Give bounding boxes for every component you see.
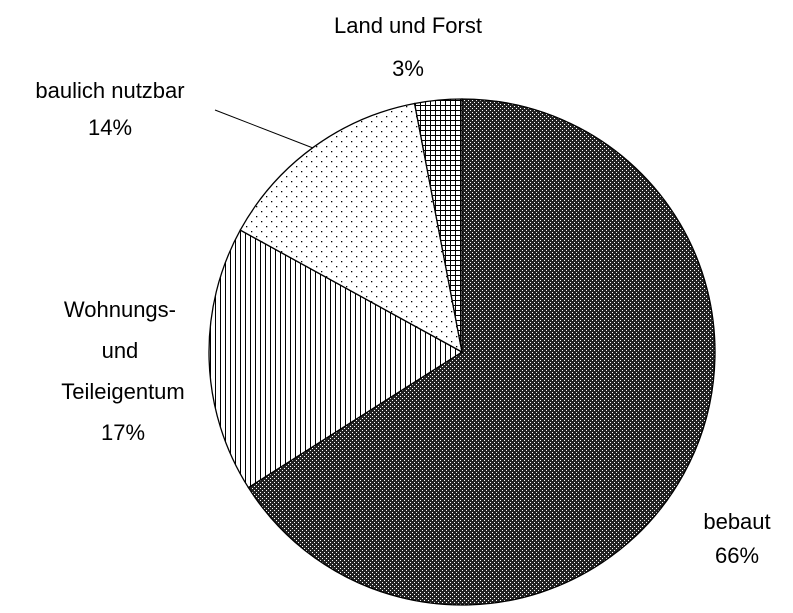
value-label: 17% — [101, 420, 145, 445]
leader-line — [214, 109, 314, 149]
value-label: 14% — [88, 115, 132, 140]
slice-label: bebaut — [703, 509, 770, 534]
slice-label: Land und Forst — [334, 13, 482, 38]
pie-slice — [413, 98, 463, 353]
value-label: 66% — [715, 543, 759, 568]
pie-slice — [239, 102, 463, 354]
pie-slice — [208, 229, 464, 489]
value-label: 3% — [392, 56, 424, 81]
slice-label: baulich nutzbar — [35, 78, 184, 103]
slice-label: Wohnungs- und Teileigentum — [61, 297, 185, 404]
pie-slice — [247, 98, 716, 606]
